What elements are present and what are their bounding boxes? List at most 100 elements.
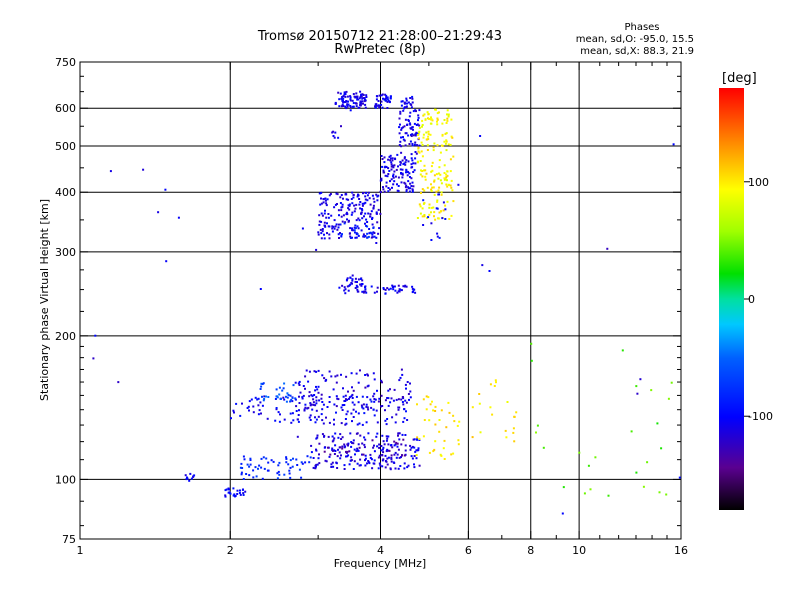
data-point <box>438 186 441 189</box>
data-point <box>441 217 444 220</box>
data-point <box>184 474 187 477</box>
data-point <box>404 383 407 386</box>
data-point <box>310 403 313 406</box>
data-point <box>383 443 386 446</box>
data-point <box>407 134 410 137</box>
data-point <box>267 461 270 464</box>
data-point <box>397 434 399 437</box>
data-point <box>405 171 407 174</box>
data-point <box>410 153 413 156</box>
data-point <box>312 401 315 404</box>
data-point <box>411 457 414 460</box>
data-point <box>387 190 390 193</box>
data-point <box>375 435 378 438</box>
data-point <box>278 393 281 396</box>
data-point <box>423 169 425 172</box>
data-point <box>405 285 408 288</box>
data-point <box>424 169 427 172</box>
data-point <box>346 103 349 106</box>
data-point <box>393 440 396 443</box>
data-point <box>373 232 376 234</box>
data-point <box>260 385 263 388</box>
data-point <box>373 235 376 238</box>
data-point <box>409 123 412 126</box>
data-point <box>361 453 363 456</box>
data-point <box>394 175 397 178</box>
data-point <box>381 165 384 168</box>
data-point <box>418 151 421 154</box>
data-point <box>320 220 323 223</box>
data-point <box>395 456 398 459</box>
data-point <box>334 444 337 447</box>
data-point <box>440 193 443 196</box>
data-point <box>400 181 403 184</box>
data-point <box>351 227 353 230</box>
data-point <box>379 190 382 193</box>
data-point <box>331 131 334 134</box>
data-point <box>346 443 349 446</box>
data-point <box>403 285 406 288</box>
data-point <box>394 157 396 160</box>
data-point <box>323 237 326 240</box>
data-point <box>257 413 260 416</box>
data-point <box>359 207 362 210</box>
data-point <box>431 161 434 164</box>
data-point <box>450 214 453 217</box>
data-point <box>289 476 292 479</box>
data-point <box>382 451 385 454</box>
data-point <box>312 466 315 469</box>
data-point <box>403 101 406 104</box>
data-point <box>233 495 236 497</box>
data-point <box>341 404 344 407</box>
data-point <box>351 236 353 239</box>
data-point <box>304 387 306 390</box>
data-point <box>334 432 337 435</box>
data-point <box>265 457 268 460</box>
data-point <box>353 210 356 213</box>
data-point <box>434 218 437 221</box>
data-point <box>403 157 406 160</box>
data-point <box>349 276 352 279</box>
data-point <box>358 97 361 100</box>
data-point <box>363 97 366 99</box>
data-point <box>296 418 299 421</box>
data-point <box>402 438 405 441</box>
data-point <box>348 397 350 400</box>
data-point <box>344 398 347 401</box>
data-point <box>385 460 388 463</box>
data-point <box>392 461 395 464</box>
data-point <box>324 209 326 212</box>
data-point <box>445 132 448 135</box>
data-point <box>399 376 402 379</box>
data-point <box>389 97 392 100</box>
data-point <box>236 493 239 495</box>
data-point <box>346 213 349 216</box>
data-point <box>275 408 278 411</box>
data-point <box>376 432 379 435</box>
data-point <box>445 173 448 176</box>
data-point <box>373 378 376 381</box>
data-point <box>341 96 344 98</box>
data-point <box>333 418 335 421</box>
data-point <box>337 209 340 212</box>
data-point <box>392 286 394 289</box>
data-point <box>431 186 434 189</box>
data-point <box>320 191 323 194</box>
data-point <box>358 219 361 222</box>
data-point <box>320 237 323 240</box>
data-point <box>232 494 235 497</box>
data-point <box>334 375 337 378</box>
data-point <box>319 228 322 231</box>
data-point <box>439 453 442 456</box>
data-point <box>443 458 446 460</box>
y-tick-label: 100 <box>55 473 76 486</box>
data-point <box>298 380 301 383</box>
data-point <box>408 115 411 118</box>
data-point <box>357 193 359 196</box>
data-point <box>381 106 384 109</box>
data-point <box>343 289 346 292</box>
data-point <box>396 445 399 448</box>
data-point <box>409 390 412 393</box>
data-point <box>266 417 269 420</box>
